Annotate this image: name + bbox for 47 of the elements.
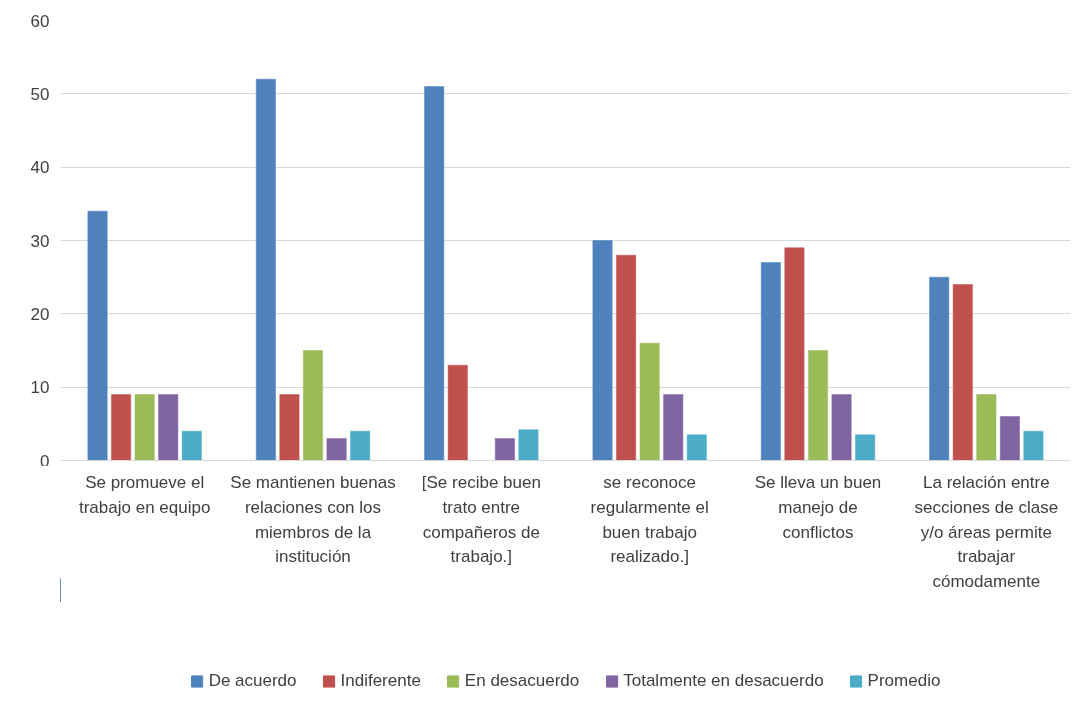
bar bbox=[999, 416, 1020, 461]
x-tick-label: La relación entre secciones de clase y/o áreas permite trabajar cómodamente bbox=[914, 473, 1059, 592]
y-tick-label: 40 bbox=[30, 158, 50, 178]
bar bbox=[808, 350, 828, 461]
bar bbox=[831, 394, 852, 461]
x-tick-label: Se promueve el trabajo en equipo bbox=[78, 473, 211, 517]
bar bbox=[279, 394, 300, 461]
bar bbox=[255, 78, 276, 461]
x-tick-label: Se lleva un buen manejo de conflictos bbox=[754, 473, 882, 542]
x-tick-label: [Se recibe buen trato entre compañeros de trabajo.] bbox=[421, 473, 541, 567]
bar bbox=[303, 350, 323, 461]
bar bbox=[87, 210, 108, 461]
legend-label: Indiferente bbox=[340, 671, 421, 691]
bar bbox=[639, 342, 660, 461]
bar bbox=[518, 429, 539, 461]
bar bbox=[158, 394, 179, 461]
bar bbox=[424, 86, 445, 461]
bar bbox=[976, 394, 997, 461]
bar bbox=[181, 430, 202, 461]
bar bbox=[929, 276, 950, 461]
legend-label: Totalmente en desacuerdo bbox=[623, 671, 824, 691]
legend-label: En desacuerdo bbox=[464, 671, 580, 691]
bar bbox=[616, 254, 637, 461]
y-tick-label: 60 bbox=[30, 11, 50, 31]
bar bbox=[686, 434, 707, 461]
bar bbox=[855, 434, 876, 461]
bar bbox=[111, 394, 132, 461]
bar bbox=[447, 364, 468, 461]
bar bbox=[663, 394, 684, 461]
legend-label: De acuerdo bbox=[208, 671, 297, 691]
bar bbox=[592, 240, 613, 461]
bar bbox=[134, 394, 155, 461]
x-tick-label: Se mantienen buenas relaciones con los miembros de la institución bbox=[230, 473, 396, 567]
bar bbox=[494, 438, 515, 461]
y-tick-label: 50 bbox=[30, 84, 50, 104]
bar bbox=[1023, 430, 1044, 461]
y-tick-label: 30 bbox=[30, 231, 50, 251]
y-tick-label: 0 bbox=[40, 451, 50, 471]
bar bbox=[760, 262, 781, 461]
y-tick-label: 10 bbox=[30, 378, 50, 398]
bar bbox=[350, 430, 371, 461]
y-tick-label: 20 bbox=[30, 304, 50, 324]
bar bbox=[784, 247, 805, 461]
legend-label: Promedio bbox=[867, 671, 941, 691]
bar bbox=[952, 284, 973, 461]
bar bbox=[326, 438, 347, 461]
x-tick-label: se reconoce regularmente el buen trabajo realizado.] bbox=[590, 473, 709, 567]
